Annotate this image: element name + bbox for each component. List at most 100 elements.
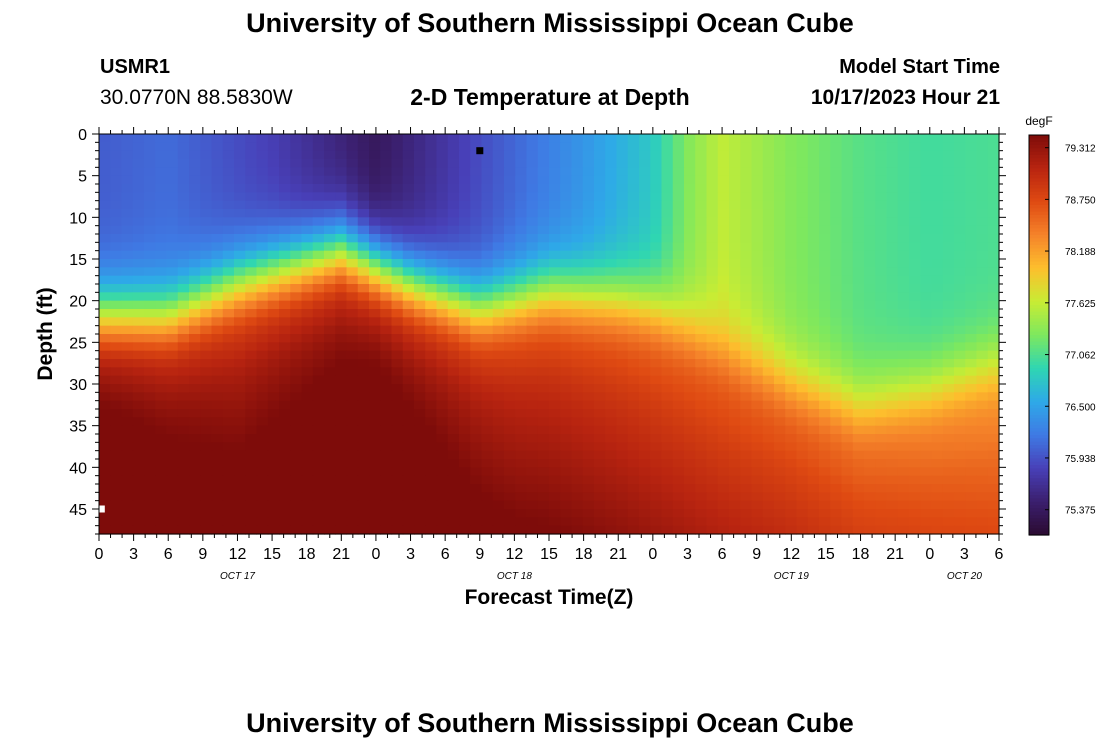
heatmap-cell <box>909 475 921 485</box>
heatmap-cell <box>425 509 438 518</box>
heatmap-cell <box>110 300 123 310</box>
heatmap-cell <box>166 350 179 360</box>
heatmap-cell <box>931 467 944 477</box>
heatmap-cell <box>335 342 348 352</box>
heatmap-cell <box>661 384 674 393</box>
heatmap-cell <box>200 525 213 535</box>
colorbar-swatch <box>1029 271 1049 276</box>
heatmap-cell <box>695 325 708 335</box>
heatmap-cell <box>504 509 516 518</box>
heatmap-cell <box>537 500 550 510</box>
heatmap-cell <box>796 342 809 352</box>
heatmap-cell <box>796 459 809 468</box>
heatmap-cell <box>560 450 573 460</box>
heatmap-cell <box>751 242 764 252</box>
heatmap-cell <box>976 325 989 335</box>
heatmap-cell <box>492 250 505 260</box>
heatmap-cell <box>200 409 213 418</box>
colorbar-swatch <box>1029 221 1049 226</box>
heatmap-cell <box>211 317 224 327</box>
heatmap-cell <box>492 484 505 493</box>
heatmap-cell <box>987 450 1000 460</box>
heatmap-cell <box>301 200 314 210</box>
heatmap-cell <box>492 234 505 243</box>
heatmap-cell <box>819 367 831 377</box>
heatmap-cell <box>852 392 865 402</box>
colorbar-swatch <box>1029 371 1049 376</box>
heatmap-cell <box>875 167 888 177</box>
heatmap-cell <box>830 192 843 202</box>
heatmap-cell <box>211 334 224 343</box>
heatmap-cell <box>481 375 494 385</box>
heatmap-cell <box>459 334 471 343</box>
heatmap-cell <box>504 234 516 243</box>
heatmap-cell <box>200 484 213 493</box>
heatmap-cell <box>234 292 246 302</box>
heatmap-cell <box>267 342 280 352</box>
heatmap-cell <box>942 150 955 160</box>
heatmap-cell <box>99 342 111 352</box>
heatmap-cell <box>189 142 201 152</box>
heatmap-cell <box>740 475 753 485</box>
heatmap-cell <box>279 300 291 310</box>
heatmap-cell <box>234 317 246 327</box>
heatmap-cell <box>425 475 438 485</box>
heatmap-cell <box>470 134 483 143</box>
heatmap-cell <box>110 159 123 168</box>
heatmap-cell <box>762 184 775 193</box>
heatmap-cell <box>684 525 696 535</box>
heatmap-cell <box>526 250 539 260</box>
heatmap-cell <box>774 192 786 202</box>
heatmap-cell <box>706 350 719 360</box>
heatmap-cell <box>571 459 584 468</box>
heatmap-cell <box>166 334 179 343</box>
heatmap-cell <box>852 217 865 227</box>
heatmap-cell <box>110 334 123 343</box>
heatmap-cell <box>920 209 933 218</box>
heatmap-cell <box>931 500 944 510</box>
heatmap-cell <box>909 359 921 368</box>
heatmap-cell <box>560 267 573 277</box>
heatmap-cell <box>200 192 213 202</box>
heatmap-cell <box>324 334 336 343</box>
heatmap-cell <box>661 425 674 435</box>
heatmap-cell <box>155 209 168 218</box>
heatmap-cell <box>470 209 483 218</box>
heatmap-cell <box>155 467 168 477</box>
heatmap-cell <box>346 350 359 360</box>
heatmap-cell <box>245 167 258 177</box>
heatmap-cell <box>335 500 348 510</box>
heatmap-cell <box>594 259 606 268</box>
heatmap-cell <box>594 350 606 360</box>
heatmap-cell <box>267 134 280 143</box>
heatmap-cell <box>976 284 989 293</box>
heatmap-cell <box>830 484 843 493</box>
heatmap-cell <box>211 359 224 368</box>
heatmap-cell <box>211 392 224 402</box>
heatmap-cell <box>582 225 595 235</box>
heatmap-cell <box>762 334 775 343</box>
heatmap-cell <box>267 150 280 160</box>
heatmap-cell <box>875 150 888 160</box>
heatmap-cell <box>177 284 190 293</box>
heatmap-cell <box>211 234 224 243</box>
heatmap-cell <box>920 150 933 160</box>
colorbar-swatch <box>1029 401 1049 406</box>
heatmap-cell <box>942 467 955 477</box>
heatmap-cell <box>594 200 606 210</box>
colorbar-swatch <box>1029 288 1049 293</box>
heatmap-cell <box>504 367 516 377</box>
heatmap-cell <box>807 225 820 235</box>
heatmap-cell <box>155 275 168 285</box>
heatmap-cell <box>110 292 123 302</box>
heatmap-cell <box>594 509 606 518</box>
heatmap-cell <box>976 242 989 252</box>
heatmap-cell <box>762 400 775 410</box>
heatmap-cell <box>537 317 550 327</box>
heatmap-cell <box>256 359 269 368</box>
heatmap-cell <box>335 275 348 285</box>
heatmap-cell <box>357 242 370 252</box>
heatmap-cell <box>256 234 269 243</box>
heatmap-cell <box>436 367 449 377</box>
heatmap-cell <box>864 384 876 393</box>
